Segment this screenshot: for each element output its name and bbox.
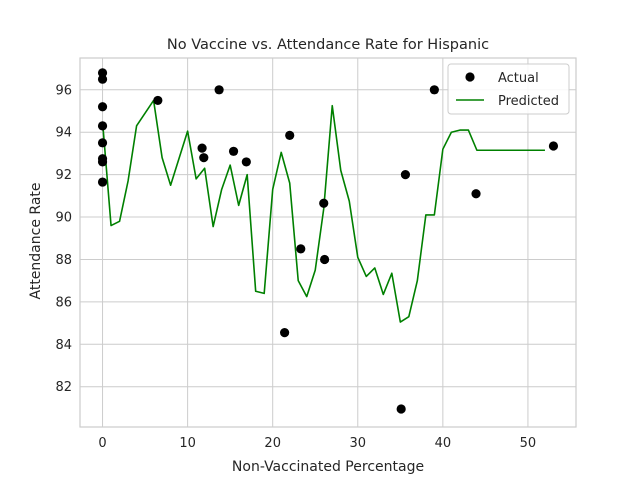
x-axis-label: Non-Vaccinated Percentage — [232, 459, 424, 475]
data-point — [396, 404, 406, 414]
data-point — [97, 74, 108, 84]
data-point — [471, 189, 481, 199]
predicted-series — [101, 99, 545, 323]
y-tick-label: 86 — [55, 295, 72, 310]
data-point — [199, 153, 209, 163]
data-point — [97, 68, 108, 78]
legend-label-predicted: Predicted — [498, 94, 559, 109]
data-point — [429, 85, 439, 95]
y-tick-label: 82 — [55, 380, 72, 395]
data-point — [285, 130, 295, 141]
data-point — [548, 141, 559, 151]
y-tick-label: 92 — [55, 168, 72, 183]
y-tick-label: 96 — [55, 83, 72, 98]
chart-title: No Vaccine vs. Attendance Rate for Hispa… — [167, 37, 489, 53]
data-point — [153, 95, 163, 106]
legend-label-actual: Actual — [498, 71, 539, 86]
data-point — [197, 143, 207, 153]
x-tick-label: 10 — [179, 436, 196, 451]
x-axis-ticks: 0 10 20 30 40 50 — [98, 436, 536, 451]
legend: Actual Predicted — [447, 63, 570, 115]
data-point — [97, 138, 108, 148]
legend-box — [447, 63, 570, 115]
data-point — [241, 157, 251, 167]
legend-marker-actual — [465, 72, 475, 82]
y-axis-ticks: 82 84 86 88 90 92 94 96 — [55, 83, 72, 395]
y-axis-label: Attendance Rate — [28, 183, 44, 300]
data-point — [214, 85, 224, 95]
x-tick-label: 0 — [98, 436, 106, 451]
x-tick-label: 40 — [435, 436, 452, 451]
data-point — [97, 121, 108, 131]
data-point — [280, 328, 290, 338]
plot-border — [79, 57, 577, 428]
data-point — [296, 244, 306, 254]
data-point — [319, 198, 329, 208]
predicted-line — [101, 99, 545, 323]
data-point — [228, 146, 239, 156]
x-tick-label: 20 — [264, 436, 281, 451]
data-point — [319, 254, 330, 265]
actual-series — [97, 68, 559, 414]
plot-frame — [79, 57, 577, 428]
data-point — [400, 170, 411, 180]
y-tick-label: 88 — [55, 253, 72, 268]
y-tick-label: 90 — [55, 211, 72, 226]
data-point — [97, 157, 108, 167]
data-point — [97, 102, 108, 112]
y-tick-label: 84 — [55, 338, 72, 353]
y-tick-label: 94 — [55, 126, 72, 141]
x-tick-label: 50 — [520, 436, 537, 451]
x-tick-label: 30 — [350, 436, 367, 451]
data-point — [97, 177, 108, 187]
